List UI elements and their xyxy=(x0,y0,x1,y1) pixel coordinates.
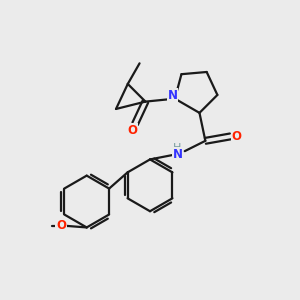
Text: H: H xyxy=(173,143,182,153)
Text: O: O xyxy=(232,130,242,143)
Text: O: O xyxy=(56,220,66,232)
Text: N: N xyxy=(172,148,182,160)
Text: N: N xyxy=(167,88,178,102)
Text: O: O xyxy=(128,124,138,137)
